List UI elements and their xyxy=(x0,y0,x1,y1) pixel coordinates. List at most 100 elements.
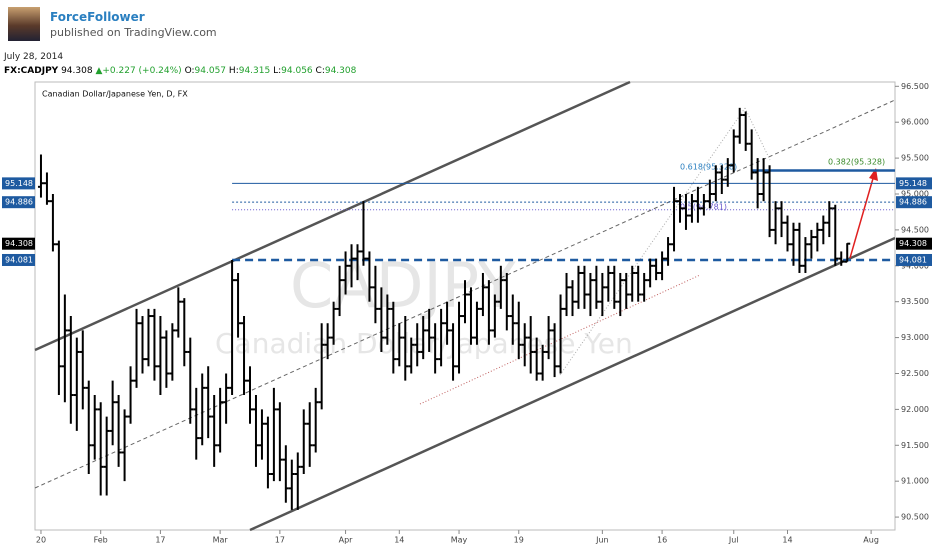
ohlc-bar xyxy=(844,242,851,263)
ohlc-bar xyxy=(551,323,558,378)
fib-label: 0.382(95.328) xyxy=(828,158,885,167)
ohlc-bar xyxy=(139,316,146,374)
ohlc-bar xyxy=(300,409,307,474)
ohlc-bar xyxy=(593,265,600,309)
watermark: CADJPY xyxy=(290,249,516,322)
ohlc-bar xyxy=(55,240,62,396)
ohlc-bar xyxy=(252,395,259,467)
ohlc-bar xyxy=(282,445,289,503)
y-tick-label: 93.000 xyxy=(901,333,929,342)
ohlc-bar xyxy=(724,158,731,187)
x-tick-label: Feb xyxy=(94,536,108,545)
ohlc-bar xyxy=(832,204,839,266)
ohlc-bar xyxy=(444,301,451,345)
trend-dotted xyxy=(419,274,701,405)
ohlc-bar xyxy=(217,387,224,453)
chart-title: Canadian Dollar/Japanese Yen, D, FX xyxy=(42,90,188,99)
ohlc-bar xyxy=(611,265,618,309)
ohlc-bar xyxy=(258,409,265,460)
y-tick-label: 93.500 xyxy=(901,297,929,306)
ohlc-bar xyxy=(366,251,373,302)
price-label: 94.081 xyxy=(5,255,33,264)
ohlc-bar xyxy=(288,459,295,510)
y-tick-label: 96.000 xyxy=(901,118,929,127)
ohlc-bar xyxy=(617,272,624,317)
ohlc-bar xyxy=(151,308,158,381)
x-tick-label: Jul xyxy=(728,536,739,545)
y-tick-label: 96.500 xyxy=(901,82,929,91)
x-tick-label: Jun xyxy=(595,536,609,545)
ohlc-bar xyxy=(211,395,218,467)
ohlc-bar xyxy=(420,316,427,360)
quote-label: O: xyxy=(184,66,195,76)
ohlc-bar xyxy=(485,280,492,345)
publisher: published on TradingView.com xyxy=(50,26,217,39)
fib-label: 0.618(95.328) xyxy=(680,163,737,172)
ohlc-bar xyxy=(378,287,385,352)
ohlc-bar xyxy=(641,272,648,302)
ohlc-bar xyxy=(581,265,588,309)
ohlc-bar xyxy=(97,402,104,496)
ohlc-bar xyxy=(473,301,480,345)
ohlc-bar xyxy=(264,416,271,489)
x-tick-label: May xyxy=(451,536,468,545)
ohlc-bar xyxy=(563,272,570,317)
ohlc-bar xyxy=(605,265,612,302)
x-tick-label: Apr xyxy=(339,536,354,545)
y-tick-label: 95.000 xyxy=(901,190,929,199)
ohlc-bar xyxy=(814,222,821,252)
plot-frame xyxy=(34,81,896,531)
x-tick-label: 19 xyxy=(514,536,524,545)
x-tick-label: 20 xyxy=(36,536,46,545)
ohlc-bar xyxy=(838,251,845,266)
ohlc-bar xyxy=(712,165,719,202)
ohlc-bar xyxy=(229,260,236,396)
ohlc-bar xyxy=(342,251,349,295)
price-label: 95.148 xyxy=(5,179,33,188)
ohlc-bar xyxy=(294,452,301,510)
ohlc-bar xyxy=(414,323,421,367)
ohlc-bar xyxy=(133,308,140,388)
ohlc-bar xyxy=(796,222,803,273)
ohlc-bar xyxy=(348,244,355,288)
ohlc-bar xyxy=(647,258,654,288)
ohlc-bar xyxy=(802,237,809,273)
ohlc-bar xyxy=(635,265,642,302)
ohlc-bar xyxy=(247,366,253,424)
ohlc-bar xyxy=(491,294,498,338)
ohlc-bar xyxy=(682,194,689,230)
author[interactable]: ForceFollower xyxy=(50,10,145,24)
ohlc-bar xyxy=(175,287,182,338)
price-box xyxy=(2,237,35,250)
ohlc-bar xyxy=(736,107,743,144)
ohlc-bar xyxy=(438,308,445,367)
y-tick-label: 91.500 xyxy=(901,441,929,450)
ohlc-bar xyxy=(623,272,630,309)
ohlc-bar xyxy=(671,186,678,252)
ohlc-bar xyxy=(37,154,44,198)
ohlc-bar xyxy=(808,229,815,259)
ohlc-bar xyxy=(61,294,68,403)
ohlc-bar xyxy=(450,323,457,381)
ohlc-bar xyxy=(790,222,797,266)
ohlc-bar xyxy=(467,287,474,345)
ohlc-bar xyxy=(826,201,833,238)
ohlc-bar xyxy=(91,395,98,460)
quote-value: 94.308 xyxy=(324,66,357,76)
quote-label: L: xyxy=(273,66,282,76)
ohlc-bar xyxy=(748,129,755,180)
ohlc-bar xyxy=(479,272,486,317)
ohlc-bar xyxy=(181,298,188,367)
ohlc-bar xyxy=(306,402,313,467)
fib-leg xyxy=(744,107,771,161)
ohlc-bar xyxy=(503,272,510,331)
ohlc-bar xyxy=(772,201,779,245)
price-box xyxy=(896,177,932,190)
change: +0.227 (+0.24%) xyxy=(102,66,182,76)
x-tick-label: Mar xyxy=(213,536,229,545)
ohlc-bar xyxy=(109,380,116,446)
ohlc-bar xyxy=(742,111,749,151)
ohlc-bar xyxy=(205,366,212,439)
